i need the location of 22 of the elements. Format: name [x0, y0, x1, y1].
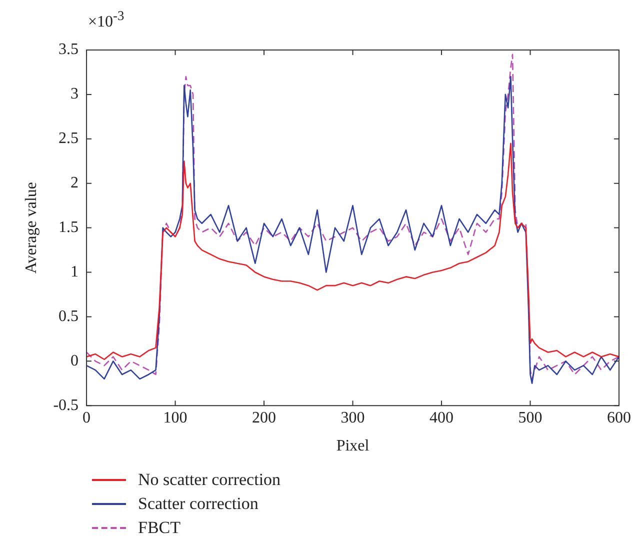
y-tick-label: 1.5 [58, 219, 79, 236]
legend-label: Scatter correction [138, 494, 258, 514]
x-tick-label: 400 [430, 409, 454, 426]
x-tick-label: 0 [82, 409, 91, 426]
y-tick-label: 0.5 [58, 308, 79, 325]
y-tick-label: -0.5 [53, 396, 79, 414]
x-tick-label: 600 [607, 409, 631, 426]
x-tick-label: 500 [518, 409, 542, 426]
legend-label: No scatter correction [138, 470, 281, 490]
x-tick-label: 200 [252, 409, 276, 426]
y-tick-label: 0 [70, 352, 79, 370]
x-tick-label: 300 [340, 409, 365, 426]
x-axis-title: Pixel [336, 438, 370, 455]
x-tick-label: 100 [163, 409, 188, 426]
y-tick-label: 2 [70, 174, 79, 192]
legend-label: FBCT [138, 518, 181, 538]
y-axis-title: Average value [22, 182, 40, 274]
text: ×10$^{-3}$ [88, 8, 124, 32]
y-tick-label: 3 [70, 86, 79, 103]
y-tick-label: 2.5 [58, 130, 79, 148]
y-tick-label: 3.5 [58, 41, 79, 58]
y-tick-label: 1 [70, 263, 79, 280]
